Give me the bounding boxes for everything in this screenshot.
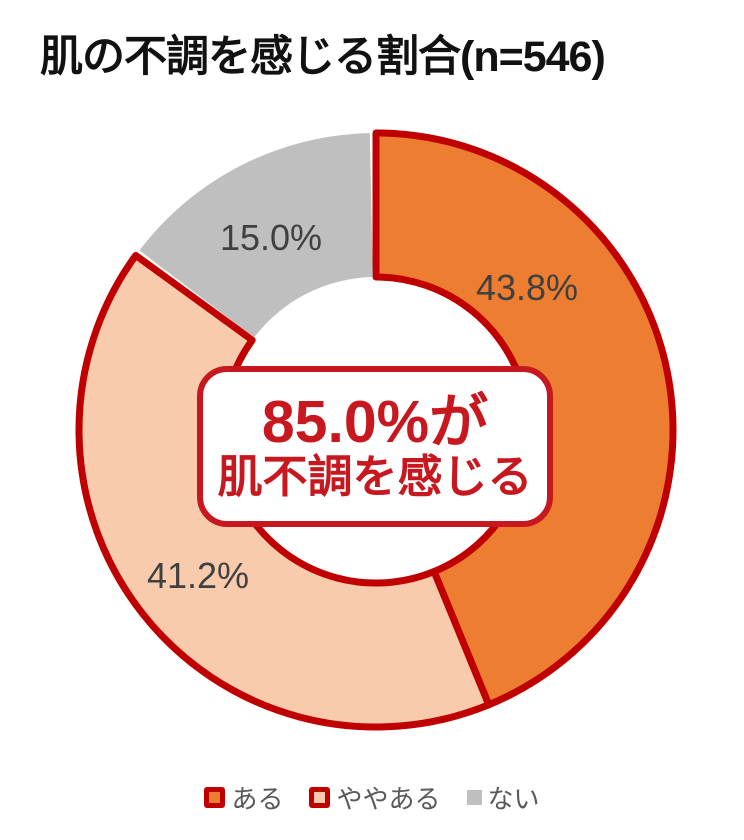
- slice-label-nai: 15.0%: [219, 217, 323, 258]
- legend-item-aru: ある: [204, 779, 283, 816]
- legend-marker-square-icon: [466, 789, 482, 805]
- center-annotation: 85.0%が 肌不調を感じる: [197, 366, 553, 527]
- center-annotation-line2: 肌不調を感じる: [217, 450, 533, 502]
- legend-item-label: ある: [231, 783, 284, 814]
- slice-label-yaya-aru: 41.2%: [146, 555, 250, 596]
- legend-item-nai: ない: [466, 779, 540, 816]
- slice-label-aru: 43.8%: [475, 267, 579, 308]
- doughnut-slice-ある: [372, 129, 677, 709]
- legend-marker-square-icon: [309, 786, 331, 808]
- center-annotation-line1: 85.0%が: [261, 388, 489, 455]
- legend: ある ややある ない: [0, 780, 744, 814]
- legend-item-yaya-aru: ややある: [309, 779, 441, 816]
- doughnut-slice-ややある: [75, 251, 493, 731]
- legend-item-label: ややある: [336, 783, 441, 814]
- chart-title: 肌の不調を感じる割合(n=546): [40, 33, 606, 81]
- doughnut-slice-ない: [139, 133, 373, 338]
- legend-marker-square-icon: [204, 786, 226, 808]
- legend-item-label: ない: [487, 783, 540, 814]
